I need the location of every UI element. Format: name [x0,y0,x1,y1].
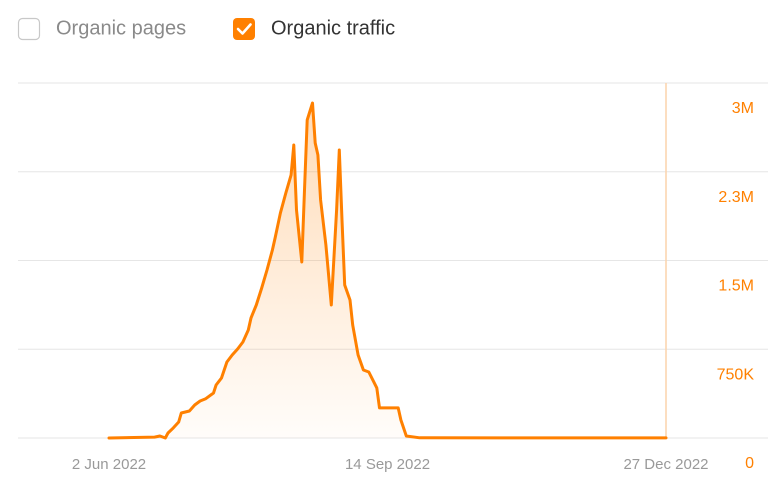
x-tick-label: 14 Sep 2022 [345,456,430,473]
y-tick-label: 0 [745,455,754,472]
y-tick-label: 1.5M [718,278,754,295]
y-tick-label: 2.3M [718,189,754,206]
checkbox[interactable] [17,17,41,41]
x-tick-label: 2 Jun 2022 [72,456,146,473]
area-fill [109,103,666,438]
x-tick-label: 27 Dec 2022 [623,456,708,473]
line [107,101,668,440]
y-tick-label: 3M [732,100,754,117]
legend-label[interactable]: Organic traffic [271,17,395,39]
check-mark [236,23,252,35]
y-tick-label: 750K [717,366,755,383]
checkbox[interactable] [233,18,255,40]
legend-label[interactable]: Organic pages [56,17,186,39]
